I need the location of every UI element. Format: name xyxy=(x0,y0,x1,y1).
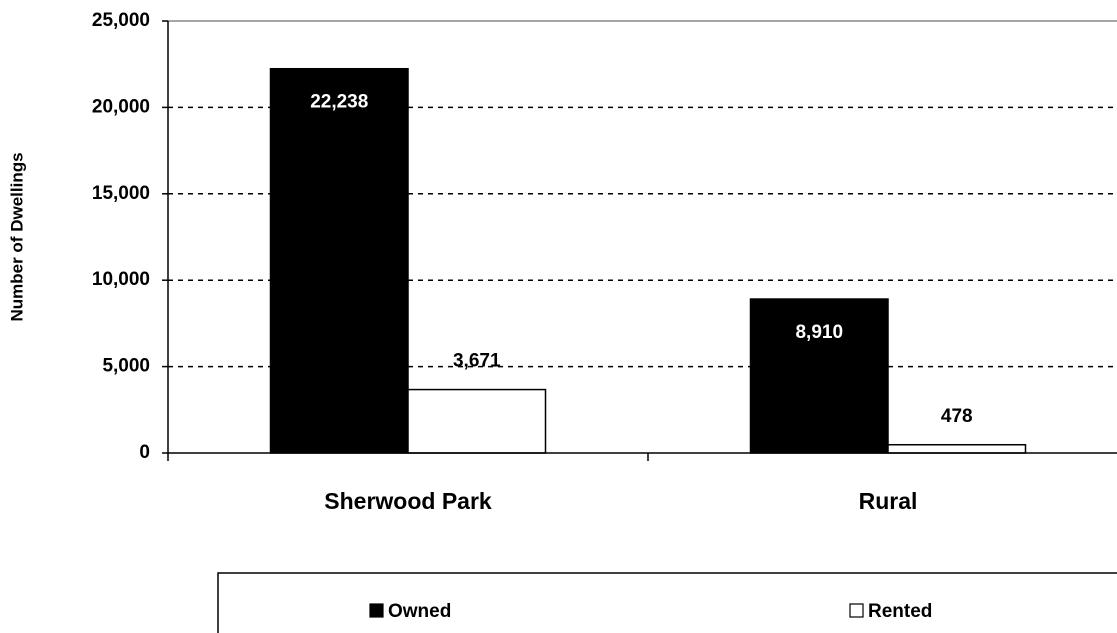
legend-label: Owned xyxy=(388,601,451,622)
bar xyxy=(749,298,889,454)
y-tick-label: 10,000 xyxy=(92,269,150,290)
data-label: 8,910 xyxy=(795,322,843,343)
legend-box xyxy=(217,572,1117,633)
data-label: 478 xyxy=(941,406,973,427)
bar xyxy=(407,388,547,454)
bar xyxy=(269,67,409,454)
legend-label: Rented xyxy=(868,601,932,622)
data-label: 22,238 xyxy=(310,92,368,113)
bar xyxy=(887,443,1027,454)
y-tick-label: 0 xyxy=(139,442,150,463)
y-axis-title: Number of Dwellings xyxy=(7,152,26,321)
x-tick-label: Rural xyxy=(859,488,918,514)
y-tick-label: 20,000 xyxy=(92,96,150,117)
x-tick-label: Sherwood Park xyxy=(324,488,492,514)
y-tick-label: 15,000 xyxy=(92,183,150,204)
legend-swatch xyxy=(849,603,864,618)
data-label: 3,671 xyxy=(453,351,501,372)
legend-swatch xyxy=(369,603,384,618)
y-tick-label: 25,000 xyxy=(92,10,150,31)
y-tick-label: 5,000 xyxy=(102,356,150,377)
